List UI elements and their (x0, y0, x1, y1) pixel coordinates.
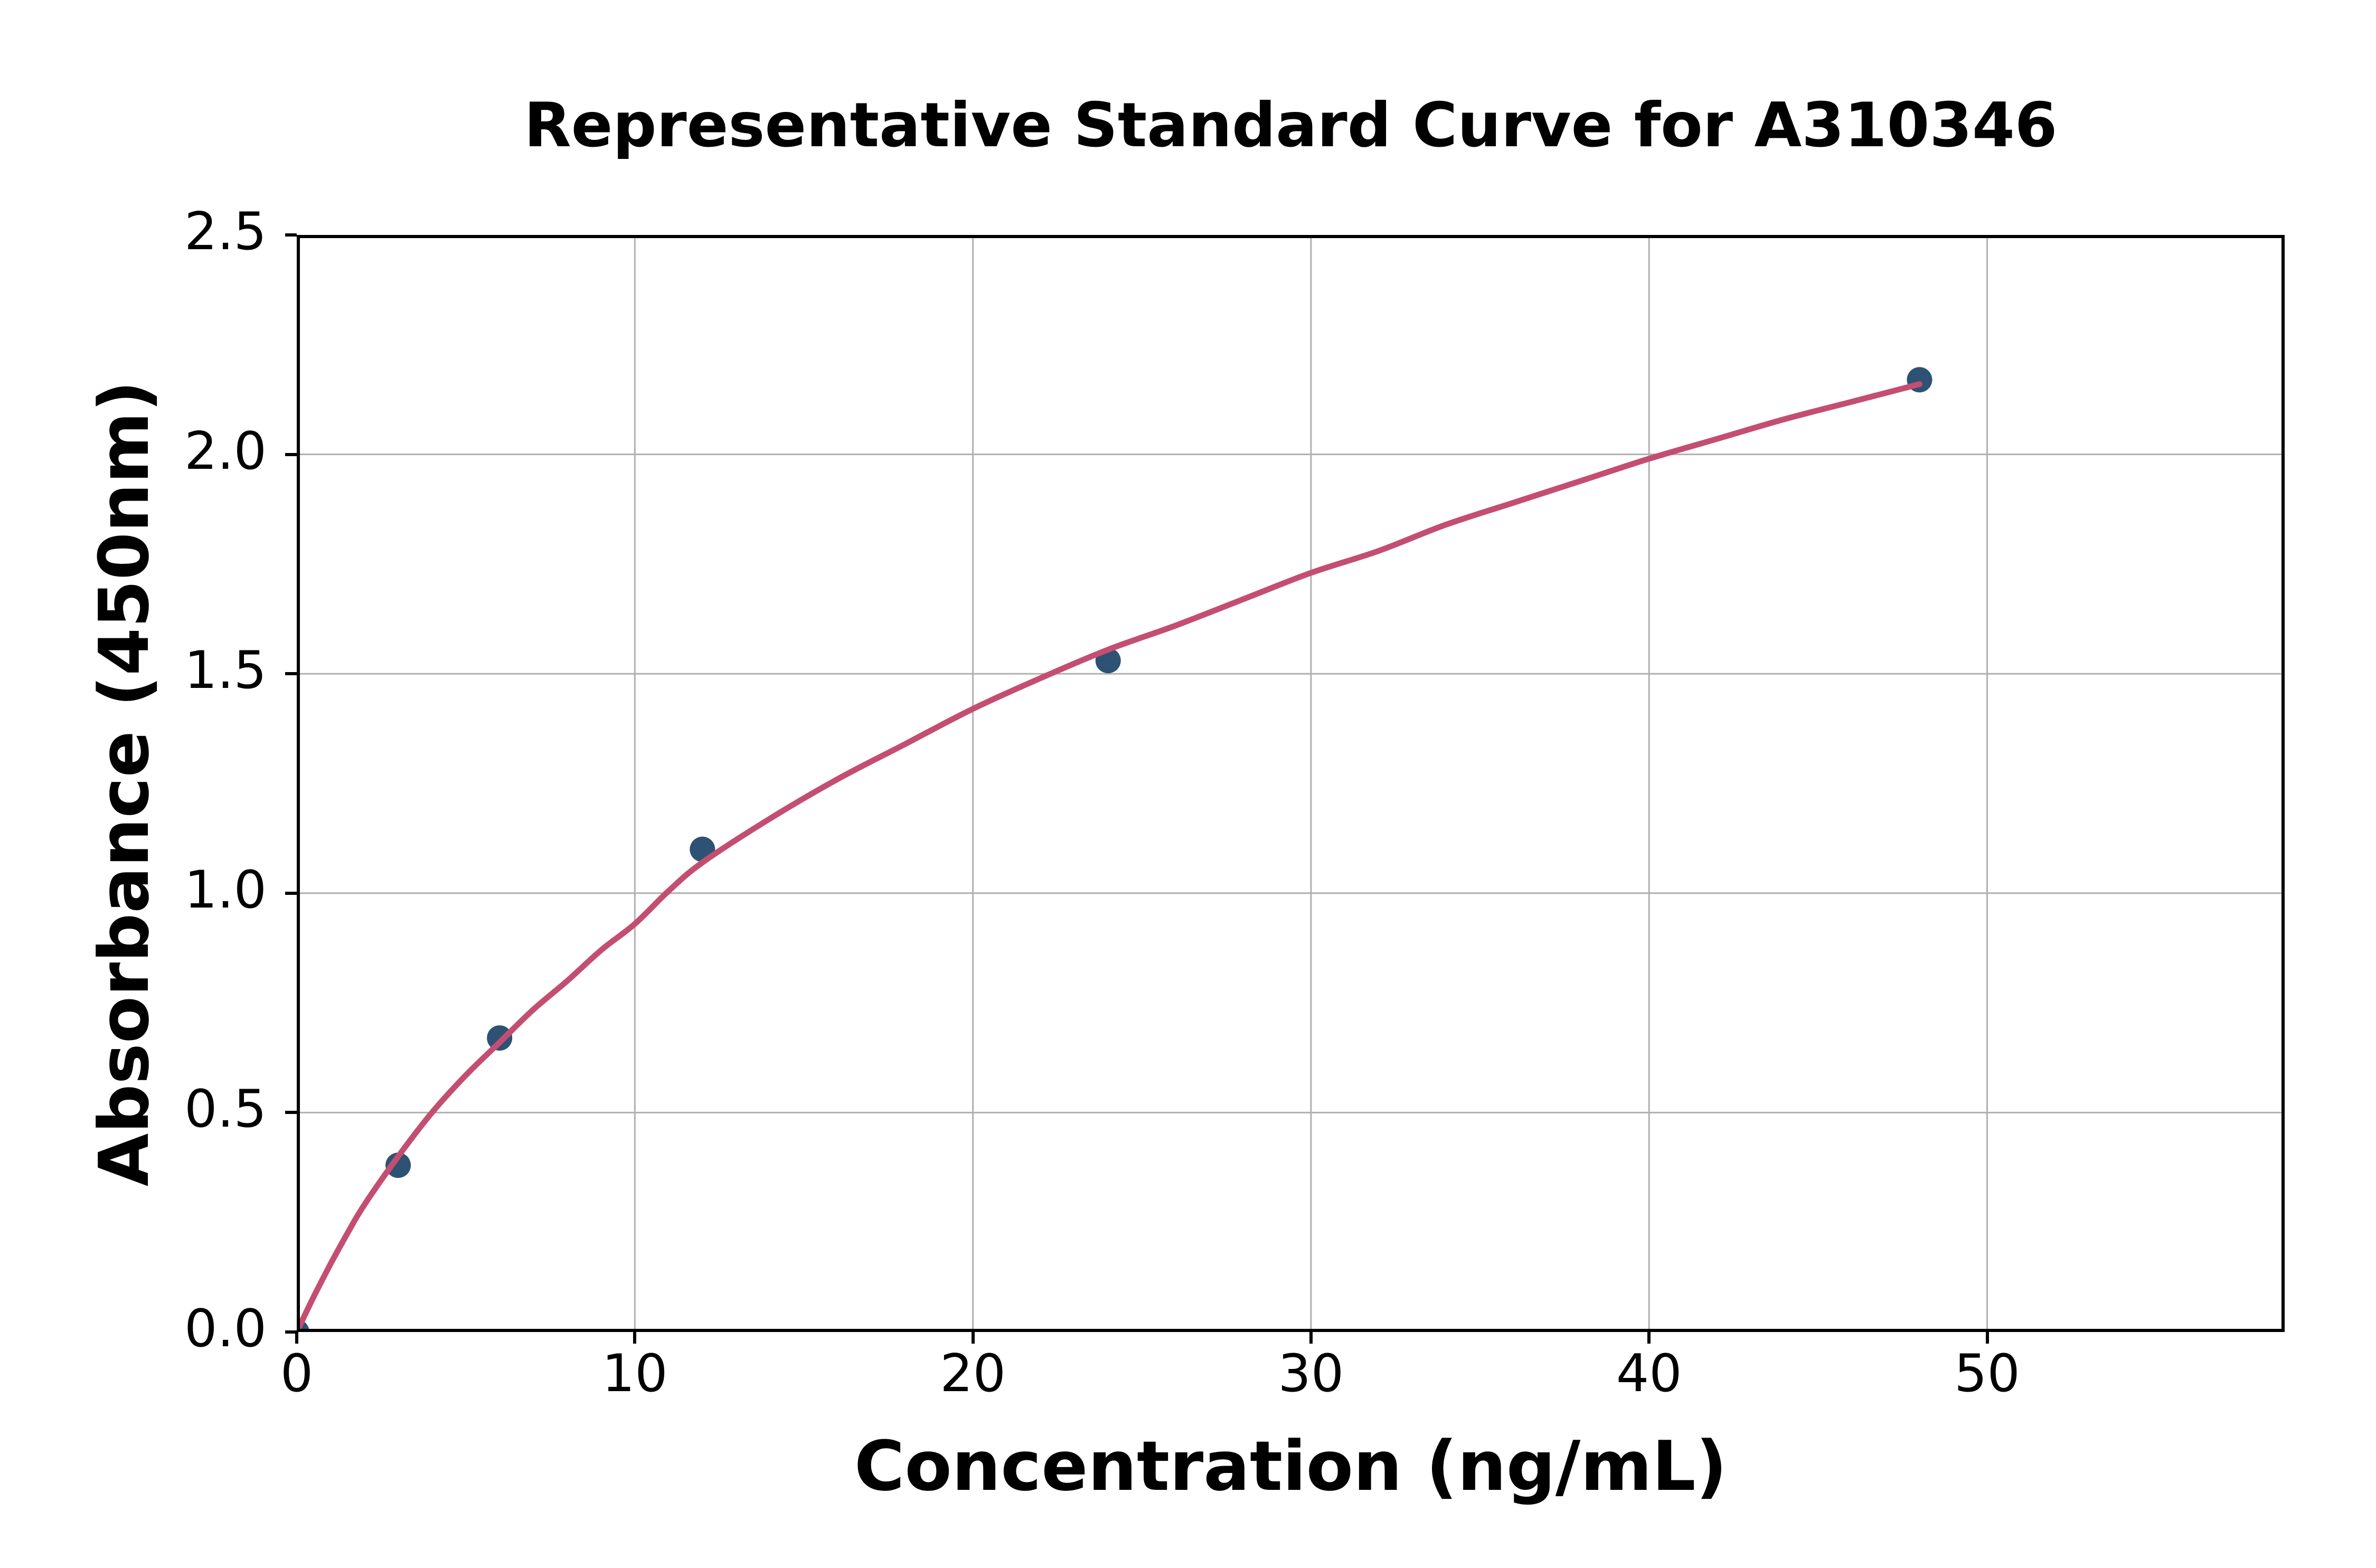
y-tick-label: 0.0 (184, 1299, 267, 1359)
x-tick-mark (1309, 1332, 1313, 1344)
x-tick-mark (1647, 1332, 1651, 1344)
y-tick-label: 1.5 (184, 640, 267, 701)
y-tick-mark (285, 1330, 297, 1334)
y-tick-label: 2.5 (184, 202, 267, 262)
y-tick-label: 0.5 (184, 1079, 267, 1140)
x-tick-mark (971, 1332, 975, 1344)
x-tick-label: 0 (280, 1344, 314, 1404)
standard-curve-line (297, 381, 1922, 1332)
plot-area (297, 235, 2285, 1332)
y-axis-label: Absorbance (450nm) (84, 380, 164, 1187)
x-axis-label: Concentration (ng/mL) (854, 1426, 1728, 1506)
y-tick-mark (285, 1111, 297, 1114)
y-tick-label: 2.0 (184, 421, 267, 481)
y-tick-label: 1.0 (184, 859, 267, 920)
y-tick-mark (285, 672, 297, 676)
x-tick-label: 30 (1278, 1344, 1344, 1404)
data-point (487, 1025, 513, 1051)
y-tick-mark (285, 891, 297, 895)
x-tick-label: 20 (940, 1344, 1006, 1404)
data-point (385, 1153, 411, 1178)
x-tick-mark (633, 1332, 637, 1344)
x-tick-label: 50 (1954, 1344, 2020, 1404)
x-tick-label: 40 (1616, 1344, 1682, 1404)
axes-spines (297, 235, 2285, 1332)
x-tick-mark (295, 1332, 298, 1344)
x-tick-label: 10 (601, 1344, 668, 1404)
x-tick-mark (1985, 1332, 1989, 1344)
y-tick-mark (285, 233, 297, 237)
chart-title: Representative Standard Curve for A31034… (524, 90, 2058, 161)
y-tick-mark (285, 452, 297, 456)
